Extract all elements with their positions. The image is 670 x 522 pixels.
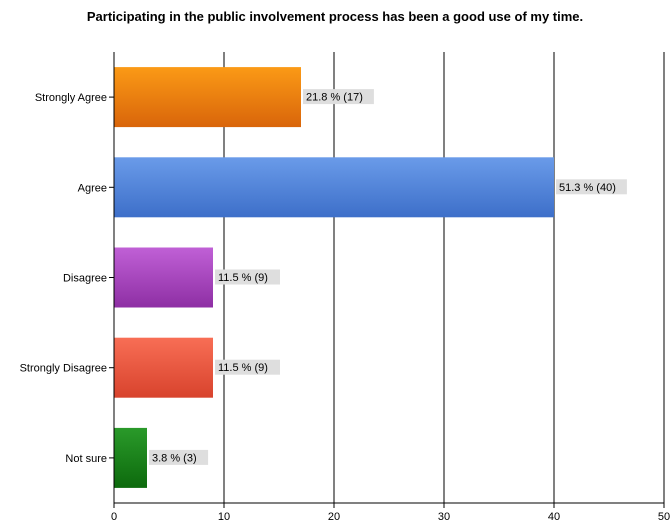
data-label-box bbox=[215, 269, 280, 285]
bars: 21.8 % (17) 51.3 % (40) 11.5 % (9) 11.5 % (… bbox=[114, 67, 627, 488]
x-tick-label: 10 bbox=[218, 511, 230, 522]
chart-title: Participating in the public involvement … bbox=[86, 9, 584, 24]
x-tick-label: 50 bbox=[658, 511, 670, 522]
x-tick-label: 0 bbox=[111, 511, 117, 522]
data-label: 11.5 % (9) bbox=[218, 272, 268, 284]
axes: 0 10 20 30 40 50 Strongly Agree Agree Disagree St… bbox=[20, 52, 670, 522]
category-label: Agree bbox=[78, 182, 107, 194]
x-tick-label: 20 bbox=[328, 511, 340, 522]
bar bbox=[114, 247, 213, 308]
data-label-box bbox=[303, 89, 374, 105]
data-label: 3.8 % (3) bbox=[152, 452, 197, 464]
data-label: 51.3 % (40) bbox=[559, 182, 616, 194]
bar bbox=[114, 67, 301, 128]
bar bbox=[114, 337, 213, 398]
bar bbox=[114, 427, 147, 488]
data-label-box bbox=[149, 449, 209, 465]
category-label: Not sure bbox=[65, 453, 107, 465]
category-label: Disagree bbox=[63, 273, 107, 285]
data-label-box bbox=[215, 359, 280, 375]
bar bbox=[114, 157, 554, 218]
category-label: Strongly Agree bbox=[35, 92, 107, 104]
data-label: 11.5 % (9) bbox=[218, 362, 268, 374]
category-label: Strongly Disagree bbox=[20, 363, 107, 375]
data-label-box bbox=[556, 179, 627, 195]
x-tick-label: 40 bbox=[548, 511, 560, 522]
x-tick-label: 30 bbox=[438, 511, 450, 522]
data-label: 21.8 % (17) bbox=[306, 92, 363, 104]
